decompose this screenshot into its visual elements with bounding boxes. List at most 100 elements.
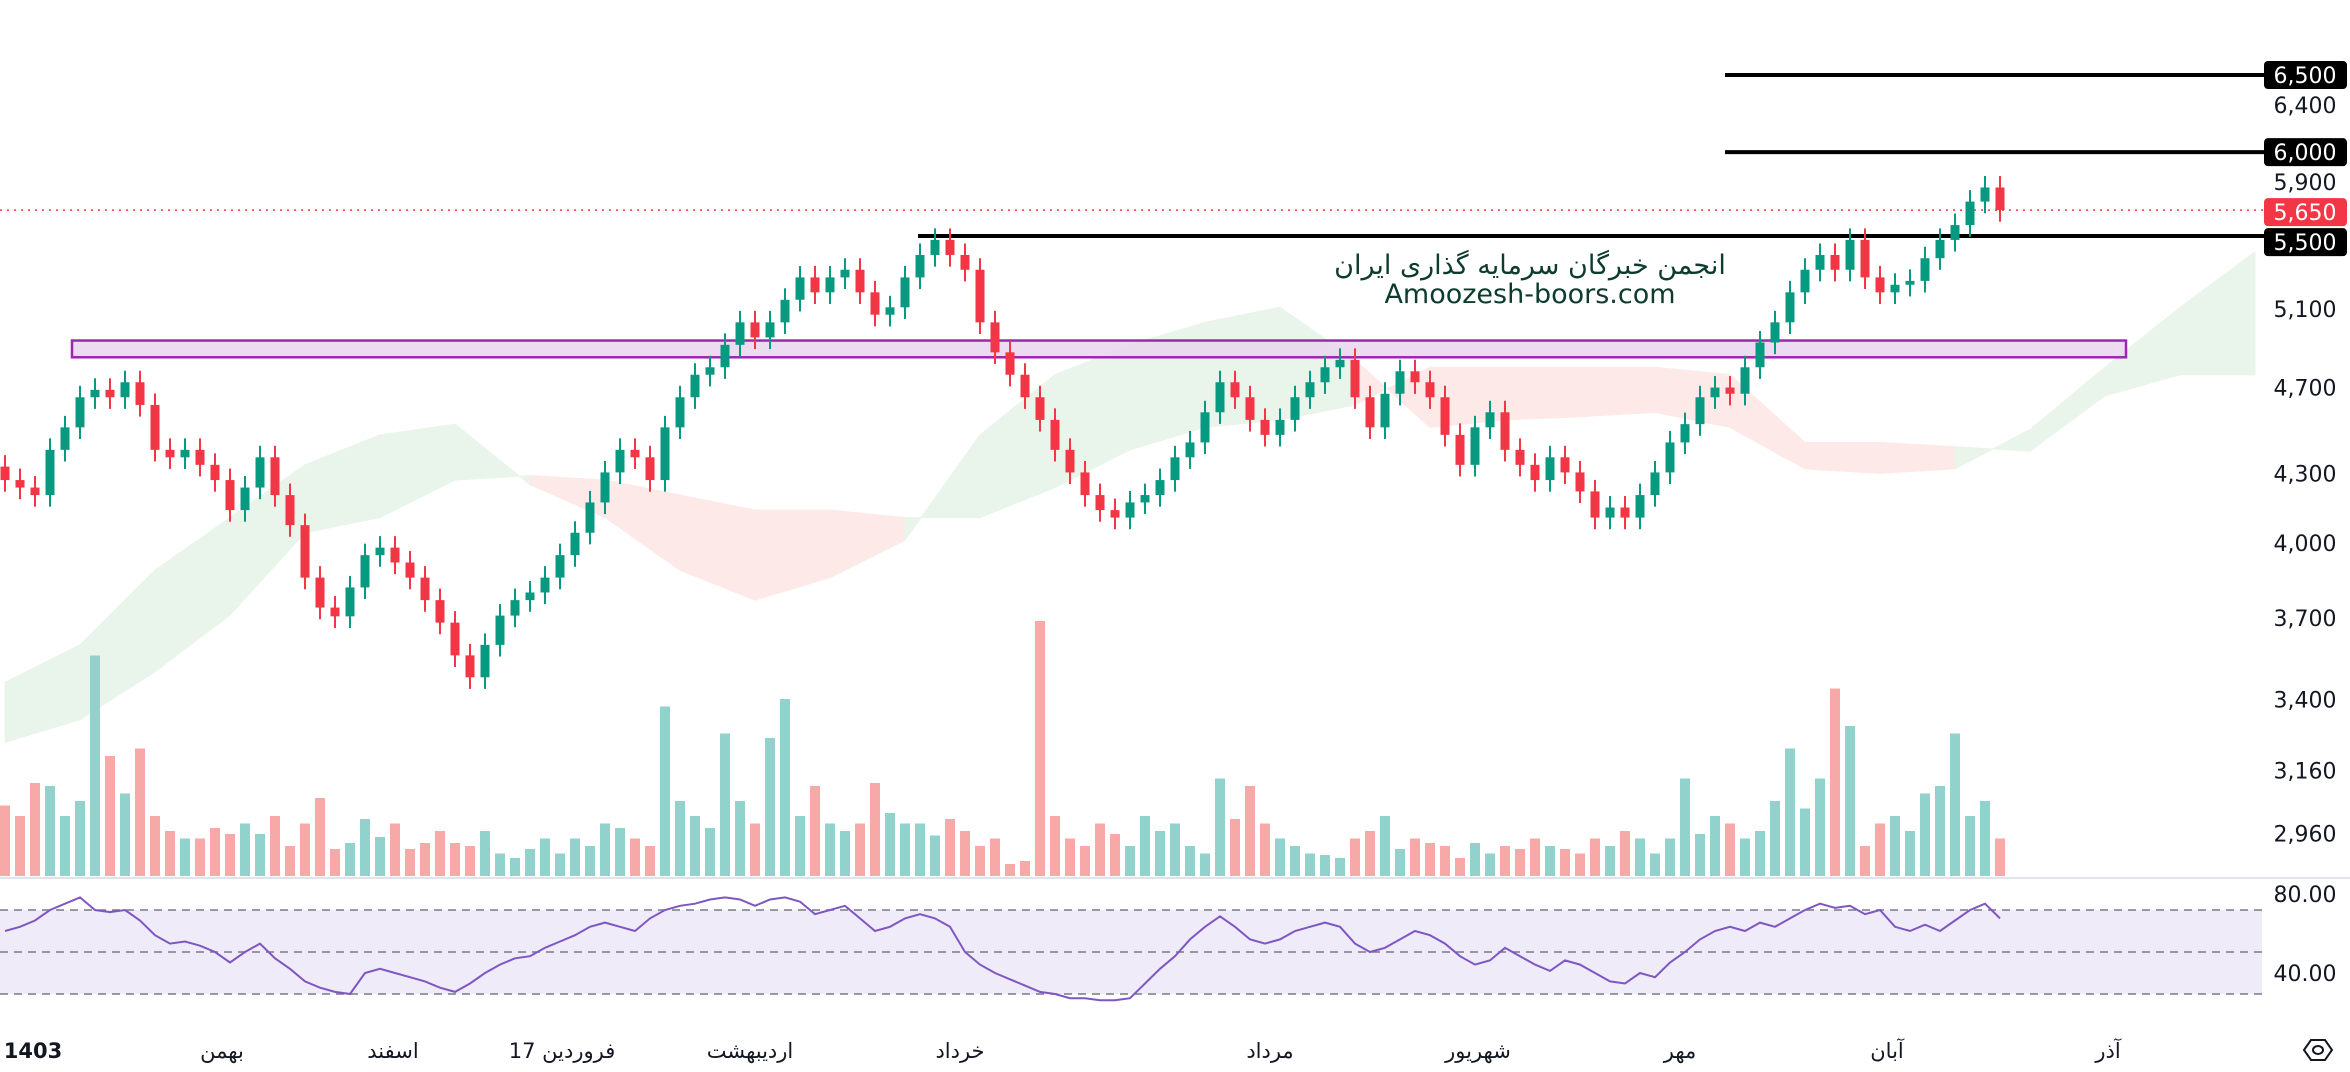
candle-body — [495, 615, 505, 645]
volume-bar — [1965, 816, 1975, 876]
time-label: 17 فروردین — [509, 1039, 616, 1063]
candle-body — [660, 427, 670, 481]
volume-bar — [795, 816, 805, 876]
candle-body — [750, 322, 760, 338]
candle-bearish — [390, 536, 400, 575]
candle-bullish — [1905, 269, 1915, 297]
candle-bullish — [255, 445, 265, 500]
volume-bar — [30, 783, 40, 876]
candle-body — [885, 307, 895, 315]
candle-body — [315, 577, 325, 608]
candle-body — [150, 404, 160, 450]
candle-body — [1935, 239, 1945, 259]
volume-bar — [840, 831, 850, 876]
volume-bar — [990, 838, 1000, 876]
candle-bearish — [1080, 460, 1090, 507]
candle-body — [1005, 352, 1015, 375]
hexagon-settings-icon[interactable] — [2302, 1039, 2334, 1061]
candle-body — [555, 555, 565, 578]
candle-bearish — [1575, 460, 1585, 504]
volume-bar — [720, 733, 730, 876]
candle-body — [15, 480, 25, 488]
price-tick-label: 6,400 — [2274, 94, 2337, 119]
candle-bearish — [105, 378, 115, 409]
candle-body — [1575, 472, 1585, 492]
volume-bar — [690, 816, 700, 876]
volume-bar — [1335, 858, 1345, 876]
candle-bearish — [750, 310, 760, 350]
candle-bullish — [930, 228, 940, 267]
candle-bullish — [1380, 382, 1390, 439]
candle-body — [1785, 292, 1795, 323]
support-zone[interactable] — [70, 339, 2128, 359]
candle-bullish — [180, 438, 190, 469]
candle-bullish — [60, 415, 70, 462]
candle-body — [1350, 359, 1360, 398]
volume-bar — [345, 843, 355, 876]
candle-bullish — [1770, 310, 1780, 355]
cloud-segment-bullish — [229, 463, 306, 617]
time-axis[interactable]: 1403 بهمن اسفند 17 فروردین اردیبهشت خردا… — [4, 1038, 2122, 1063]
candle-bearish — [1065, 438, 1075, 485]
candle-body — [870, 292, 880, 315]
candle-body — [570, 532, 580, 556]
volume-bar — [525, 849, 535, 876]
cloud-segment-bearish — [1804, 441, 1881, 474]
candle-body — [945, 239, 955, 255]
candle-body — [60, 427, 70, 450]
volume-bar — [315, 798, 325, 876]
candle-body — [1875, 277, 1885, 293]
price-axis[interactable]: 6,400 5,900 5,100 4,700 4,300 4,000 3,700 3,400… — [2274, 94, 2337, 847]
candle-bearish — [30, 476, 40, 507]
candle-body — [225, 480, 235, 511]
candle-body — [1170, 457, 1180, 481]
volume-bar — [0, 805, 10, 876]
candle-body — [1125, 502, 1135, 518]
candle-body — [1740, 367, 1750, 394]
cloud-segment-bullish — [4, 644, 81, 743]
volume-bar — [1290, 846, 1300, 876]
volume-bar — [1380, 816, 1390, 876]
candle-body — [1260, 419, 1270, 435]
volume-bar — [1365, 831, 1375, 876]
candle-bearish — [630, 438, 640, 469]
candle-body — [1455, 434, 1465, 465]
volume-bar — [975, 846, 985, 876]
cloud-segment-bearish — [1879, 441, 1956, 474]
volume-bar — [1905, 831, 1915, 876]
volume-bar — [735, 801, 745, 876]
horizontal-levels[interactable] — [918, 73, 2265, 239]
candle-bullish — [795, 265, 805, 312]
candle-body — [1905, 280, 1915, 285]
volume-bar — [1575, 853, 1585, 876]
cloud-segment-bearish — [1579, 366, 1656, 418]
candle-bullish — [720, 333, 730, 379]
candle-bullish — [705, 355, 715, 387]
volume-bar — [705, 828, 715, 876]
volume-bar — [480, 831, 490, 876]
candle-body — [1050, 419, 1060, 450]
candle-bullish — [1935, 228, 1945, 270]
volume-bar — [1410, 838, 1420, 876]
volume-bar — [1995, 838, 2005, 876]
candle-bullish — [1815, 243, 1825, 282]
candle-bullish — [1800, 258, 1810, 304]
candle-body — [930, 239, 940, 255]
candle-bearish — [1050, 408, 1060, 462]
candle-bullish — [585, 490, 595, 545]
cloud-segment-bullish — [379, 423, 456, 519]
volume-bar — [645, 846, 655, 876]
candle-body — [1770, 322, 1780, 343]
volume-bar — [1320, 855, 1330, 876]
volume-bar — [1125, 846, 1135, 876]
volume-bar — [1245, 786, 1255, 876]
volume-bar — [450, 843, 460, 876]
candle-body — [1710, 387, 1720, 398]
candle-bullish — [1290, 385, 1300, 432]
volume-bar — [15, 816, 25, 876]
volume-bar — [510, 858, 520, 876]
candle-body — [1305, 382, 1315, 398]
candle-body — [1515, 449, 1525, 465]
volume-bar — [1110, 834, 1120, 876]
